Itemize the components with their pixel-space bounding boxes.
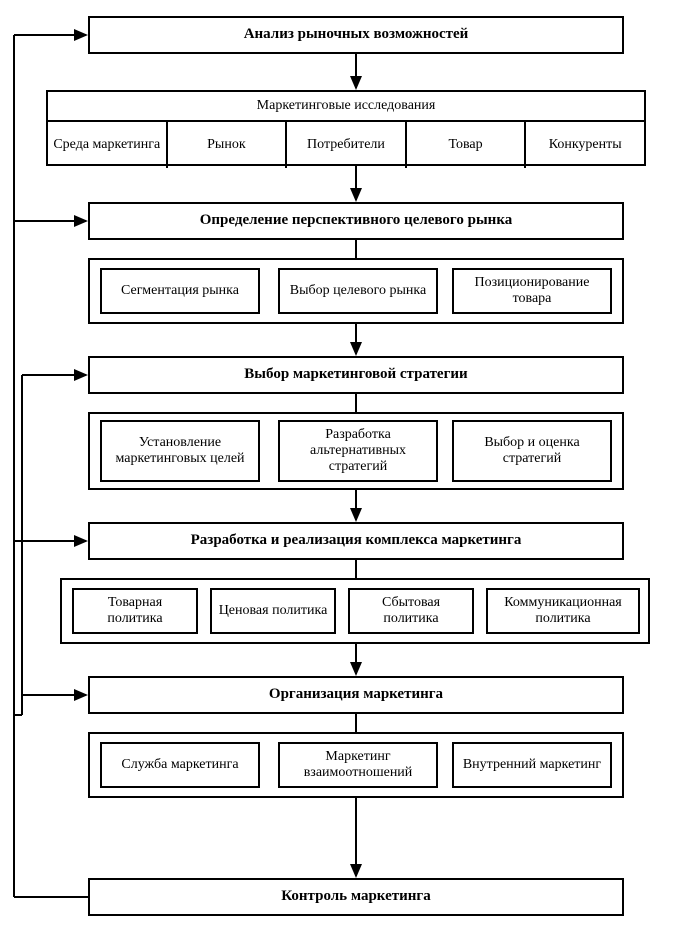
- mr-cell-3-label: Товар: [449, 137, 483, 153]
- g5-item-2: Внутренний маркетинг: [452, 742, 612, 788]
- g2-item-1-label: Выбор целевого рынка: [290, 283, 426, 299]
- g3-item-2: Выбор и оценка стратегий: [452, 420, 612, 482]
- g2-item-0: Сегментация рынка: [100, 268, 260, 314]
- g5-item-1: Маркетинг взаимоотношений: [278, 742, 438, 788]
- n6: Контроль маркетинга: [88, 878, 624, 916]
- mr-cell-2-label: Потребители: [307, 137, 385, 153]
- g3-item-1-label: Разработка альтернативных стратегий: [286, 427, 430, 475]
- mr-cell-4: Конкуренты: [526, 122, 644, 168]
- mr-cell-3: Товар: [407, 122, 527, 168]
- mr-cell-0: Среда маркетинга: [48, 122, 168, 168]
- mr-cell-1: Рынок: [168, 122, 288, 168]
- g2-item-2: Позиционирование товара: [452, 268, 612, 314]
- g4-item-1-label: Ценовая политика: [219, 603, 328, 619]
- g5-item-0-label: Служба маркетинга: [121, 757, 238, 773]
- mr-cell-4-label: Конкуренты: [549, 137, 622, 153]
- g5-item-0: Служба маркетинга: [100, 742, 260, 788]
- g3-item-1: Разработка альтернативных стратегий: [278, 420, 438, 482]
- flowchart: Анализ рыночных возможностей Маркетинговы…: [0, 0, 678, 938]
- mr-cell-0-label: Среда маркетинга: [53, 137, 160, 153]
- g4-item-1: Ценовая политика: [210, 588, 336, 634]
- g4-item-3: Коммуникационная политика: [486, 588, 640, 634]
- g2-item-0-label: Сегментация рынка: [121, 283, 239, 299]
- g4-item-0-label: Товарная политика: [80, 595, 190, 627]
- g5-item-1-label: Маркетинг взаимоотношений: [286, 749, 430, 781]
- n4-label: Разработка и реализация комплекса маркет…: [191, 532, 522, 549]
- n6-label: Контроль маркетинга: [281, 888, 430, 905]
- n5-label: Организация маркетинга: [269, 686, 443, 703]
- mr-title: Маркетинговые исследования: [257, 98, 436, 113]
- g3-item-0: Установление маркетинговых целей: [100, 420, 260, 482]
- n3: Выбор маркетинговой стратегии: [88, 356, 624, 394]
- n1: Анализ рыночных возможностей: [88, 16, 624, 54]
- g3-item-0-label: Установление маркетинговых целей: [108, 435, 252, 467]
- n4: Разработка и реализация комплекса маркет…: [88, 522, 624, 560]
- g4-item-0: Товарная политика: [72, 588, 198, 634]
- g2-item-2-label: Позиционирование товара: [460, 275, 604, 307]
- g4-item-2-label: Сбытовая политика: [356, 595, 466, 627]
- n2: Определение перспективного целевого рынк…: [88, 202, 624, 240]
- g3-item-2-label: Выбор и оценка стратегий: [460, 435, 604, 467]
- g4-item-3-label: Коммуникационная политика: [494, 595, 632, 627]
- mr-cell-2: Потребители: [287, 122, 407, 168]
- g2-item-1: Выбор целевого рынка: [278, 268, 438, 314]
- mr-cell-1-label: Рынок: [207, 137, 246, 153]
- n1-label: Анализ рыночных возможностей: [244, 26, 469, 43]
- n5: Организация маркетинга: [88, 676, 624, 714]
- n2-label: Определение перспективного целевого рынк…: [200, 212, 512, 229]
- n3-label: Выбор маркетинговой стратегии: [244, 366, 467, 383]
- g5-item-2-label: Внутренний маркетинг: [463, 757, 601, 773]
- g4-item-2: Сбытовая политика: [348, 588, 474, 634]
- mr: Маркетинговые исследования Среда маркетин…: [46, 90, 646, 166]
